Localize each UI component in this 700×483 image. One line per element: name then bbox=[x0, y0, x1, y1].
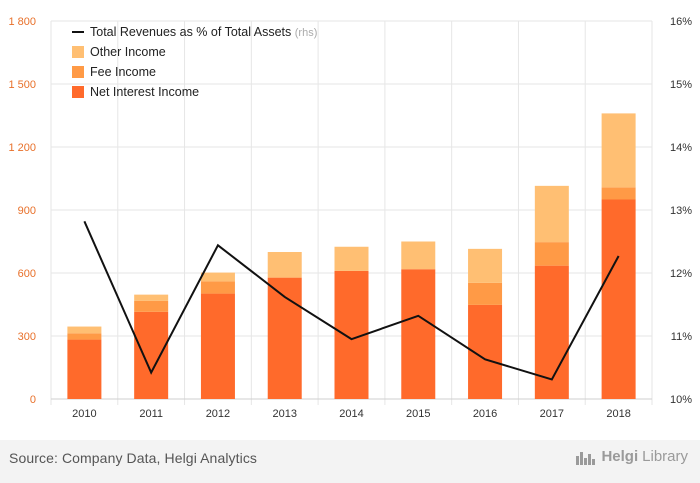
legend-item-net-interest-income: Net Interest Income bbox=[72, 85, 199, 99]
left-axis-tick-label: 1 500 bbox=[8, 79, 36, 91]
right-axis-tick-label: 16% bbox=[670, 16, 692, 28]
legend-swatch bbox=[72, 66, 84, 78]
x-axis-tick-label: 2017 bbox=[540, 408, 564, 420]
legend-item-fee-income: Fee Income bbox=[72, 65, 156, 79]
bar-fee-income bbox=[468, 282, 503, 305]
x-axis-tick-label: 2014 bbox=[339, 408, 363, 420]
left-axis-tick-label: 900 bbox=[18, 205, 36, 217]
bar-net-interest-income bbox=[401, 269, 436, 399]
city-skyline-icon bbox=[576, 451, 596, 465]
bar-fee-income bbox=[200, 281, 235, 294]
legend-label: Net Interest Income bbox=[90, 85, 199, 99]
bar-other-income bbox=[534, 185, 569, 243]
legend-swatch bbox=[72, 86, 84, 98]
logo-light-text: Library bbox=[642, 448, 688, 465]
bar-net-interest-income bbox=[200, 293, 235, 399]
legend-label: Fee Income bbox=[90, 65, 156, 79]
source-note: Source: Company Data, Helgi Analytics bbox=[9, 450, 258, 466]
axes: 0 300 600 900 1 200 1 500 1 800 10% 11% 12% 13% 14%… bbox=[8, 16, 692, 420]
bar-other-income bbox=[200, 272, 235, 282]
bar-net-interest-income bbox=[67, 339, 102, 399]
bar-other-income bbox=[134, 294, 169, 301]
bar-other-income bbox=[468, 248, 503, 283]
x-axis-tick-label: 2018 bbox=[606, 408, 630, 420]
right-axis-tick-label: 15% bbox=[670, 79, 692, 91]
legend-line-name: Total Revenues as % of Total Assets bbox=[90, 25, 295, 39]
bar-other-income bbox=[67, 326, 102, 334]
line-total-revenues-pct-assets bbox=[83, 220, 620, 381]
x-axis-tick-label: 2012 bbox=[206, 408, 230, 420]
x-axis-tick-label: 2010 bbox=[72, 408, 96, 420]
legend-rhs-suffix: (rhs) bbox=[295, 27, 318, 39]
legend-label: Other Income bbox=[90, 45, 166, 59]
legend-item-other-income: Other Income bbox=[72, 45, 166, 59]
x-axis-tick-label: 2016 bbox=[473, 408, 497, 420]
bar-other-income bbox=[267, 252, 302, 278]
left-axis-tick-label: 1 800 bbox=[8, 16, 36, 28]
legend-item-line: Total Revenues as % of Total Assets (rhs… bbox=[72, 25, 317, 39]
legend: Total Revenues as % of Total Assets (rhs… bbox=[72, 25, 317, 99]
revenue-ratio-line bbox=[83, 220, 620, 381]
legend-label: Total Revenues as % of Total Assets (rhs… bbox=[90, 25, 317, 39]
left-axis-tick-label: 1 200 bbox=[8, 142, 36, 154]
x-axis-tick-label: 2015 bbox=[406, 408, 430, 420]
bar-other-income bbox=[334, 246, 369, 271]
bar-other-income bbox=[401, 241, 436, 270]
legend-swatch bbox=[72, 46, 84, 58]
left-axis-tick-label: 600 bbox=[18, 268, 36, 280]
x-axis-tick-label: 2013 bbox=[272, 408, 296, 420]
bar-fee-income bbox=[534, 242, 569, 266]
right-axis-tick-label: 11% bbox=[671, 331, 692, 343]
right-axis-tick-label: 12% bbox=[670, 268, 692, 280]
bar-fee-income bbox=[67, 333, 102, 340]
bar-fee-income bbox=[601, 187, 636, 200]
left-axis-tick-label: 300 bbox=[18, 331, 36, 343]
bar-net-interest-income bbox=[601, 199, 636, 399]
helgi-library-logo: Helgi Library bbox=[575, 448, 688, 465]
left-axis-tick-label: 0 bbox=[30, 394, 36, 406]
x-axis-tick-label: 2011 bbox=[139, 408, 163, 420]
right-axis-tick-label: 14% bbox=[670, 142, 692, 154]
right-axis-tick-label: 13% bbox=[670, 205, 692, 217]
bars bbox=[67, 113, 636, 399]
logo-bold-text: Helgi bbox=[601, 448, 639, 465]
bar-net-interest-income bbox=[134, 311, 169, 399]
right-axis-tick-label: 10% bbox=[670, 394, 692, 406]
bar-other-income bbox=[601, 113, 636, 188]
bar-fee-income bbox=[134, 300, 169, 312]
